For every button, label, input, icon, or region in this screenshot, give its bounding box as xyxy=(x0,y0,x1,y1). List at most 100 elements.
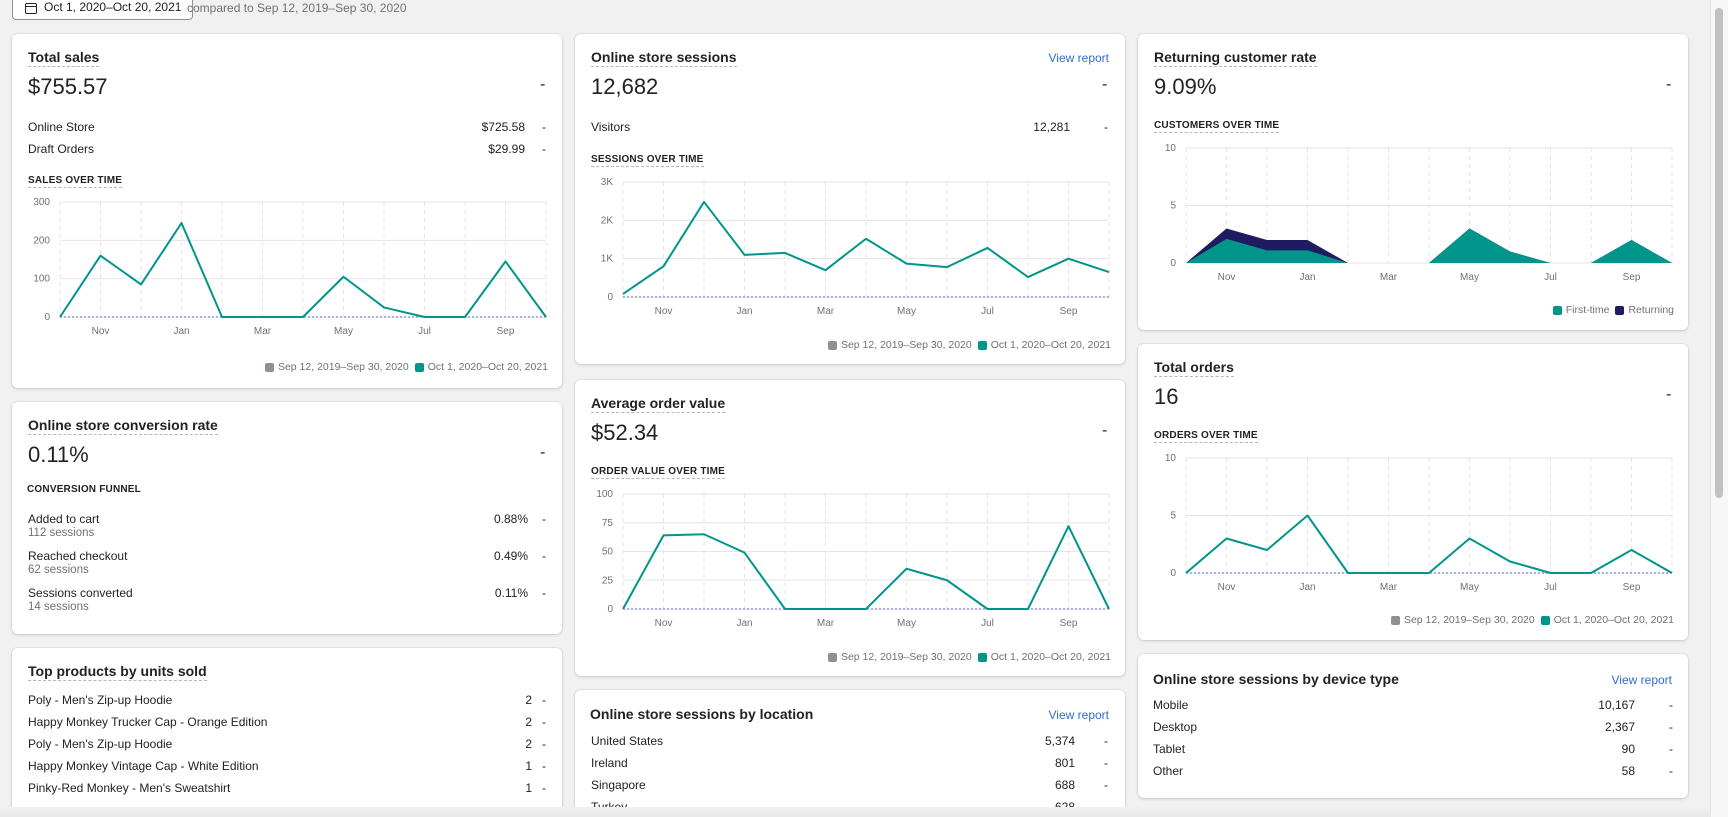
x-tick-label: Jan xyxy=(173,326,189,337)
calendar-icon xyxy=(25,2,37,14)
card-title[interactable]: Online store conversion rate xyxy=(28,417,218,435)
product-name[interactable]: Pinky-Red Monkey - Men's Sweatshirt xyxy=(28,781,231,795)
sessions-value: 12,682 xyxy=(591,74,659,99)
legend-swatch xyxy=(977,340,987,350)
funnel-step-rate: 0.49% xyxy=(493,549,528,563)
y-tick-label: 0 xyxy=(607,292,613,303)
legend-label: Sep 12, 2019–Sep 30, 2020 xyxy=(840,651,972,663)
x-tick-label: Sep xyxy=(1623,272,1641,283)
card-title[interactable]: Returning customer rate xyxy=(1154,49,1317,67)
card-title[interactable]: Total orders xyxy=(1154,359,1234,377)
customers-over-time-chart[interactable]: 0 5 10 Nov Jan Mar May Jul Sep xyxy=(1152,138,1682,298)
scrollbar-thumb[interactable] xyxy=(1715,8,1723,498)
order-value-over-time-chart[interactable]: 0 25 50 75 100 Nov Jan Mar May Jul Sep xyxy=(589,484,1119,644)
series-line-current[interactable] xyxy=(622,200,1110,295)
chart-legend: First-time Returning xyxy=(1552,304,1674,316)
y-tick-label: 3K xyxy=(601,177,614,188)
legend-swatch xyxy=(264,362,274,372)
section-title: CONVERSION FUNNEL xyxy=(27,484,141,495)
change-indicator: - xyxy=(1669,698,1673,712)
funnel-step-sessions: 62 sessions xyxy=(28,564,89,576)
product-name[interactable]: Poly - Men's Zip-up Hoodie xyxy=(28,737,173,751)
product-name[interactable]: Happy Monkey Vintage Cap - White Edition xyxy=(28,759,259,773)
change-indicator: - xyxy=(1669,720,1673,734)
total-sales-card: Total sales $755.57 - Online Store $725.… xyxy=(12,34,562,388)
change-indicator: - xyxy=(542,737,546,751)
series-area-first-time[interactable] xyxy=(1186,228,1672,264)
card-title[interactable]: Online store sessions by device type xyxy=(1153,671,1399,687)
legend-item-first-time[interactable]: First-time xyxy=(1552,304,1609,316)
product-name[interactable]: Happy Monkey Trucker Cap - Orange Editio… xyxy=(28,715,268,729)
legend-label: Sep 12, 2019–Sep 30, 2020 xyxy=(277,361,409,373)
location-sessions: 688 xyxy=(1054,778,1075,792)
x-tick-label: May xyxy=(897,306,916,317)
legend-label: Returning xyxy=(1628,304,1674,316)
legend-label: Sep 12, 2019–Sep 30, 2020 xyxy=(840,339,972,351)
total-sales-value: $755.57 xyxy=(28,74,108,99)
x-tick-label: Sep xyxy=(1623,582,1641,593)
legend-item-previous[interactable]: Sep 12, 2019–Sep 30, 2020 xyxy=(827,651,972,663)
conversion-rate-value: 0.11% xyxy=(28,442,89,467)
average-order-value-card: Average order value $52.34 - ORDER VALUE… xyxy=(575,380,1125,676)
x-tick-label: Mar xyxy=(254,326,272,337)
series-line-current[interactable] xyxy=(59,222,547,318)
change-indicator: - xyxy=(1104,734,1108,748)
change-indicator: - xyxy=(1102,422,1108,439)
legend-swatch xyxy=(414,362,424,372)
x-tick-label: Jul xyxy=(1544,582,1557,593)
device-name: Mobile xyxy=(1153,698,1189,712)
sales-over-time-chart[interactable]: 0 100 200 300 Nov Jan Mar May Jul Sep xyxy=(26,192,556,352)
legend-label: Oct 1, 2020–Oct 20, 2021 xyxy=(990,651,1111,663)
chart-legend: Sep 12, 2019–Sep 30, 2020 Oct 1, 2020–Oc… xyxy=(827,651,1111,663)
card-title[interactable]: Online store sessions by location xyxy=(590,706,814,722)
legend-item-current[interactable]: Oct 1, 2020–Oct 20, 2021 xyxy=(977,651,1111,663)
x-tick-label: Nov xyxy=(1218,582,1236,593)
legend-swatch xyxy=(827,652,837,662)
legend-swatch xyxy=(1390,615,1400,625)
device-sessions: 90 xyxy=(1621,742,1635,756)
x-tick-label: Jan xyxy=(1299,272,1315,283)
legend-swatch xyxy=(1615,305,1625,315)
card-title[interactable]: Online store sessions xyxy=(591,49,737,67)
location-name: Ireland xyxy=(591,756,628,770)
x-tick-label: Jan xyxy=(1299,582,1315,593)
change-indicator: - xyxy=(542,120,546,134)
location-sessions: 5,374 xyxy=(1044,734,1075,748)
card-title[interactable]: Average order value xyxy=(591,395,726,413)
page-scrollbar[interactable] xyxy=(1710,0,1728,817)
total-orders-card: Total orders 16 - ORDERS OVER TIME 0 5 10 N… xyxy=(1138,344,1688,640)
x-tick-label: Sep xyxy=(1060,306,1078,317)
orders-over-time-chart[interactable]: 0 5 10 Nov Jan Mar May Jul Sep xyxy=(1152,448,1682,608)
product-name[interactable]: Poly - Men's Zip-up Hoodie xyxy=(28,693,173,707)
y-tick-label: 25 xyxy=(602,575,614,586)
sessions-over-time-chart[interactable]: 0 1K 2K 3K Nov Jan Mar May Jul Sep xyxy=(589,172,1119,332)
series-line-current[interactable] xyxy=(622,525,1110,610)
change-indicator: - xyxy=(1102,76,1108,93)
view-report-link[interactable]: View report xyxy=(1611,673,1672,687)
legend-item-previous[interactable]: Sep 12, 2019–Sep 30, 2020 xyxy=(264,361,409,373)
y-tick-label: 0 xyxy=(1170,568,1176,579)
y-tick-label: 5 xyxy=(1170,201,1176,212)
view-report-link[interactable]: View report xyxy=(1048,708,1109,722)
y-tick-label: 2K xyxy=(601,215,614,226)
card-title[interactable]: Top products by units sold xyxy=(28,663,207,681)
series-line-current[interactable] xyxy=(1185,514,1673,574)
card-title[interactable]: Total sales xyxy=(28,49,100,67)
online-store-sessions-card: Online store sessions View report 12,682… xyxy=(575,34,1125,364)
date-range-button[interactable]: Oct 1, 2020–Oct 20, 2021 xyxy=(12,0,194,20)
legend-item-current[interactable]: Oct 1, 2020–Oct 20, 2021 xyxy=(977,339,1111,351)
y-tick-label: 100 xyxy=(33,274,50,285)
x-tick-label: Jul xyxy=(418,326,431,337)
funnel-step-rate: 0.11% xyxy=(494,586,528,600)
x-tick-label: Nov xyxy=(1218,272,1236,283)
legend-item-current[interactable]: Oct 1, 2020–Oct 20, 2021 xyxy=(414,361,548,373)
x-tick-label: Jan xyxy=(736,306,752,317)
legend-item-current[interactable]: Oct 1, 2020–Oct 20, 2021 xyxy=(1540,614,1674,626)
legend-item-returning[interactable]: Returning xyxy=(1615,304,1674,316)
legend-item-previous[interactable]: Sep 12, 2019–Sep 30, 2020 xyxy=(1390,614,1535,626)
view-report-link[interactable]: View report xyxy=(1048,51,1109,65)
x-tick-label: Jul xyxy=(981,618,994,629)
x-tick-label: Jul xyxy=(1544,272,1557,283)
product-units: 2 xyxy=(525,737,532,751)
legend-item-previous[interactable]: Sep 12, 2019–Sep 30, 2020 xyxy=(827,339,972,351)
